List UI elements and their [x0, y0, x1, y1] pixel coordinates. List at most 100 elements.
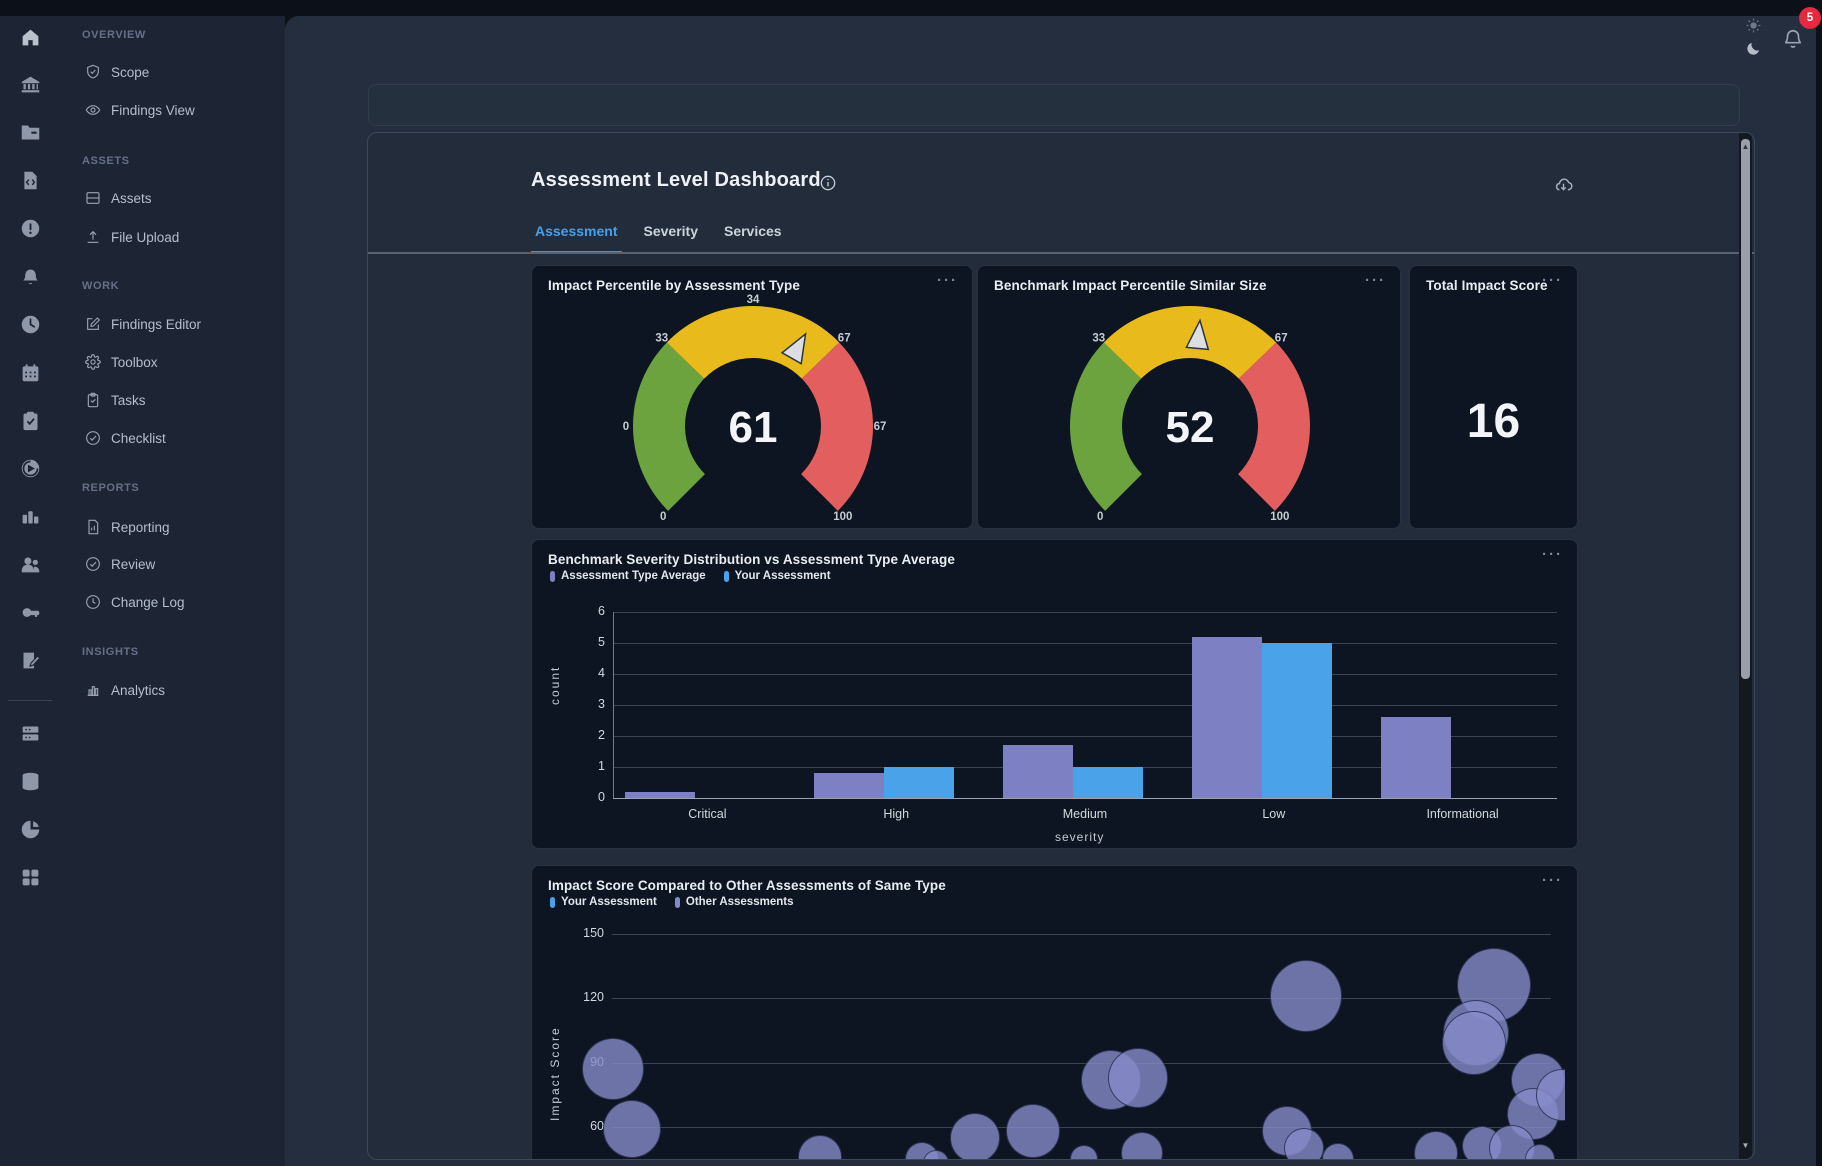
- sidebar-item-label: Scope: [111, 65, 149, 80]
- x-tick-label: Critical: [647, 807, 767, 821]
- scroll-up-icon[interactable]: ▲: [1739, 142, 1752, 151]
- chart-legend: Assessment Type Average Your Assessment: [550, 570, 831, 582]
- main-area: Assessment Level Dashboard AssessmentSev…: [285, 16, 1816, 1166]
- y-axis-line: [613, 612, 614, 798]
- nav-section-work: WORK: [82, 280, 119, 292]
- pie-chart-icon[interactable]: [16, 815, 44, 843]
- bubble-point[interactable]: [950, 1113, 1000, 1160]
- clock-icon: [85, 594, 101, 610]
- vertical-scrollbar[interactable]: ▲ ▼: [1739, 133, 1752, 1160]
- gauge-axis-label: 33: [655, 333, 668, 345]
- gauge-segment: [1096, 361, 1124, 493]
- bank-icon[interactable]: [16, 70, 44, 98]
- tab-assessment[interactable]: Assessment: [531, 219, 622, 254]
- sidebar-item-findings-view[interactable]: Findings View: [85, 99, 195, 121]
- sidebar-item-analytics[interactable]: Analytics: [85, 679, 165, 701]
- bubble-point[interactable]: [582, 1038, 644, 1100]
- file-code-icon[interactable]: [16, 166, 44, 194]
- info-icon[interactable]: [820, 175, 836, 196]
- bubble-point[interactable]: [1108, 1048, 1168, 1108]
- bubble-point[interactable]: [603, 1100, 661, 1158]
- users-icon[interactable]: [16, 550, 44, 578]
- clock-icon[interactable]: [16, 310, 44, 338]
- shield-check-icon: [85, 64, 101, 80]
- bar-your-assessment-high[interactable]: [884, 767, 954, 798]
- swirl-logo-icon[interactable]: [16, 454, 44, 482]
- tab-bar: Assessment Severity Services: [531, 219, 786, 254]
- bubble-point[interactable]: [1414, 1131, 1458, 1160]
- bar-your-assessment-medium[interactable]: [1073, 767, 1143, 798]
- sidebar-item-tasks[interactable]: Tasks: [85, 389, 146, 411]
- x-axis-name: severity: [1055, 830, 1104, 844]
- grid-icon[interactable]: [16, 863, 44, 891]
- scroll-down-icon[interactable]: ▼: [1739, 1141, 1752, 1150]
- bar-assessment-type-average-medium[interactable]: [1003, 745, 1073, 798]
- nav-section-overview: OVERVIEW: [82, 29, 146, 41]
- sidebar-item-assets[interactable]: Assets: [85, 187, 152, 209]
- card-menu-icon[interactable]: ···: [1542, 272, 1563, 289]
- y-axis-name: count: [548, 666, 562, 705]
- key-icon[interactable]: [16, 598, 44, 626]
- sidebar-item-label: Toolbox: [111, 355, 158, 370]
- bar-assessment-type-average-critical[interactable]: [625, 792, 695, 798]
- sidebar: OVERVIEWScopeFindings ViewASSETSAssetsFi…: [0, 16, 285, 1166]
- card-menu-icon[interactable]: ···: [1542, 546, 1563, 563]
- bar-assessment-type-average-high[interactable]: [814, 773, 884, 798]
- bubble-point[interactable]: [1070, 1145, 1098, 1160]
- podium-icon[interactable]: [16, 502, 44, 530]
- bubble-point[interactable]: [923, 1150, 949, 1160]
- gauge-axis-label: 67: [1275, 333, 1288, 345]
- sidebar-item-change-log[interactable]: Change Log: [85, 591, 185, 613]
- legend-item-assessment-type-average[interactable]: Assessment Type Average: [550, 570, 706, 582]
- sidebar-item-file-upload[interactable]: File Upload: [85, 226, 179, 248]
- nav-section-reports: REPORTS: [82, 482, 139, 494]
- sidebar-item-checklist[interactable]: Checklist: [85, 427, 166, 449]
- clipboard-check-icon: [85, 392, 101, 408]
- folder-icon[interactable]: [16, 118, 44, 146]
- bubble-point[interactable]: [1270, 960, 1342, 1032]
- card-impact-score-comparison: Impact Score Compared to Other Assessmen…: [531, 865, 1578, 1160]
- sidebar-item-toolbox[interactable]: Toolbox: [85, 351, 158, 373]
- notification-badge: 5: [1799, 7, 1821, 29]
- bar-assessment-type-average-low[interactable]: [1192, 637, 1262, 798]
- gauge-axis-label: 67: [838, 333, 851, 345]
- bar-your-assessment-low[interactable]: [1262, 643, 1332, 798]
- bubble-point[interactable]: [798, 1135, 842, 1160]
- gridline: [613, 674, 1557, 675]
- bubble-point[interactable]: [1284, 1128, 1324, 1160]
- cloud-download-icon[interactable]: [1554, 175, 1573, 199]
- database-icon[interactable]: [16, 767, 44, 795]
- home-icon[interactable]: [16, 23, 44, 51]
- bubble-point[interactable]: [1121, 1132, 1163, 1160]
- sidebar-item-scope[interactable]: Scope: [85, 61, 149, 83]
- edit-square-icon: [85, 316, 101, 332]
- stat-title: Total Impact Score: [1426, 278, 1548, 293]
- bubble-point[interactable]: [1525, 1144, 1555, 1160]
- server-icon[interactable]: [16, 719, 44, 747]
- clipboard-check-icon[interactable]: [16, 406, 44, 434]
- gauge-axis-label: 100: [1270, 511, 1289, 523]
- tab-services[interactable]: Services: [720, 219, 786, 254]
- sidebar-item-review[interactable]: Review: [85, 553, 155, 575]
- gauge-chart: 0336710052: [978, 266, 1402, 530]
- bubble-point[interactable]: [1006, 1104, 1060, 1158]
- rows-icon: [85, 190, 101, 206]
- rail-divider: [8, 700, 52, 701]
- bubble-point[interactable]: [1322, 1143, 1354, 1160]
- scrollbar-thumb[interactable]: [1741, 139, 1750, 679]
- bubble-point[interactable]: [1442, 1011, 1506, 1075]
- y-tick-label: 6: [565, 604, 605, 618]
- sidebar-item-reporting[interactable]: Reporting: [85, 516, 170, 538]
- sidebar-item-findings-editor[interactable]: Findings Editor: [85, 313, 201, 335]
- edit-document-icon[interactable]: [16, 646, 44, 674]
- y-tick-label: 3: [565, 697, 605, 711]
- tab-severity[interactable]: Severity: [640, 219, 702, 254]
- bell-icon[interactable]: [16, 262, 44, 290]
- calendar-icon[interactable]: [16, 358, 44, 386]
- theme-toggle[interactable]: [1741, 18, 1765, 64]
- bar-assessment-type-average-informational[interactable]: [1381, 717, 1451, 798]
- notifications-bell[interactable]: [1782, 28, 1808, 54]
- moon-icon: [1745, 40, 1762, 62]
- alert-circle-icon[interactable]: [16, 214, 44, 242]
- legend-item-your-assessment[interactable]: Your Assessment: [724, 570, 831, 582]
